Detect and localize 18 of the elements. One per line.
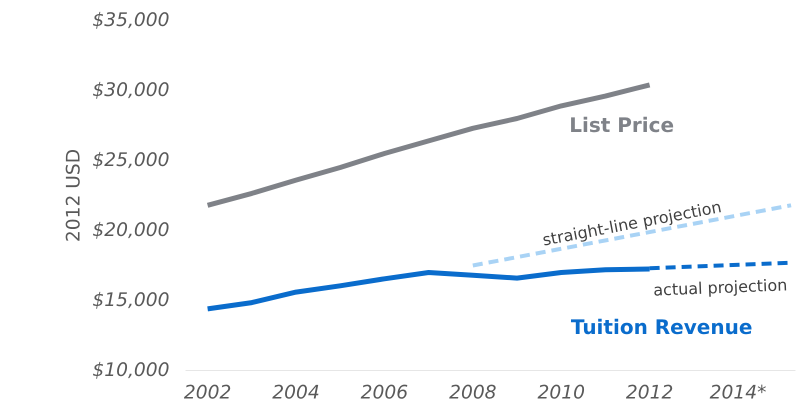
series-label: List Price [569, 112, 674, 137]
x-tick-label: 2004 [272, 382, 320, 404]
y-tick-label: $25,000 [92, 150, 170, 171]
x-tick-label: 2002 [184, 382, 232, 404]
y-axis-title: 2012 USD [63, 148, 84, 242]
text: Tuition Revenue [570, 315, 752, 339]
y-tick-label: $30,000 [92, 80, 170, 101]
x-tick-label: 2006 [360, 382, 408, 404]
series-label: actual projection [652, 275, 788, 300]
y-tick-label: $15,000 [92, 290, 170, 311]
x-tick-label: 2008 [449, 382, 497, 404]
x-tick-label: 2012 [626, 382, 674, 404]
x-tick-label: 2010 [537, 382, 585, 404]
y-tick-label: $20,000 [92, 220, 170, 241]
text: straight-line projection [540, 197, 723, 250]
y-tick-label: $35,000 [92, 10, 170, 31]
y-tick-label: $10,000 [92, 360, 170, 381]
x-tick-label: 2014* [710, 382, 766, 404]
